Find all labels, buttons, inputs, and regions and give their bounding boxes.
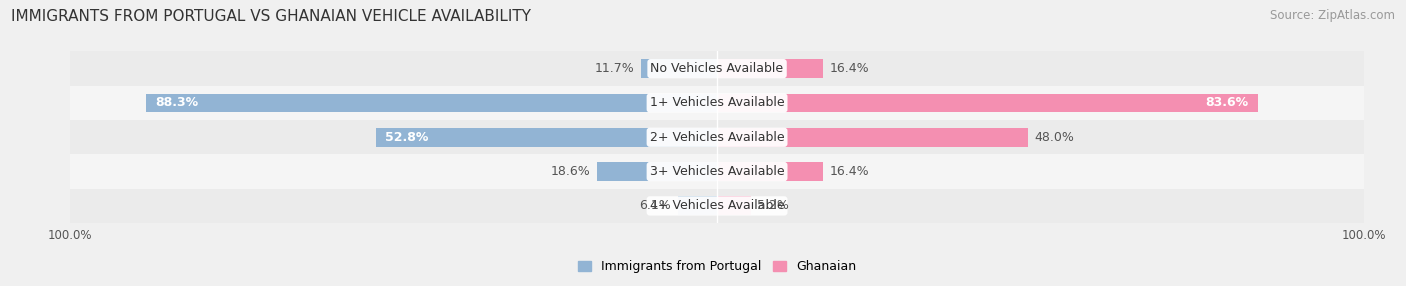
- Text: 16.4%: 16.4%: [830, 62, 869, 75]
- Bar: [70, 154, 1364, 189]
- Text: Source: ZipAtlas.com: Source: ZipAtlas.com: [1270, 9, 1395, 21]
- Text: 6.1%: 6.1%: [640, 199, 671, 212]
- Text: 4+ Vehicles Available: 4+ Vehicles Available: [650, 199, 785, 212]
- Bar: [678, 196, 717, 215]
- Bar: [641, 59, 717, 78]
- Text: 83.6%: 83.6%: [1205, 96, 1249, 110]
- Text: No Vehicles Available: No Vehicles Available: [651, 62, 783, 75]
- Text: 3+ Vehicles Available: 3+ Vehicles Available: [650, 165, 785, 178]
- Text: 48.0%: 48.0%: [1033, 131, 1074, 144]
- Bar: [70, 120, 1364, 154]
- Text: 88.3%: 88.3%: [156, 96, 198, 110]
- Bar: [596, 162, 717, 181]
- Text: 1+ Vehicles Available: 1+ Vehicles Available: [650, 96, 785, 110]
- Text: 52.8%: 52.8%: [385, 131, 429, 144]
- Bar: [717, 94, 1258, 112]
- Text: 2+ Vehicles Available: 2+ Vehicles Available: [650, 131, 785, 144]
- Bar: [70, 51, 1364, 86]
- Bar: [146, 94, 717, 112]
- Bar: [70, 86, 1364, 120]
- Text: 11.7%: 11.7%: [595, 62, 636, 75]
- Bar: [717, 128, 1028, 147]
- Text: 5.2%: 5.2%: [758, 199, 789, 212]
- Bar: [717, 196, 751, 215]
- Bar: [375, 128, 717, 147]
- Text: 16.4%: 16.4%: [830, 165, 869, 178]
- Legend: Immigrants from Portugal, Ghanaian: Immigrants from Portugal, Ghanaian: [578, 260, 856, 273]
- Bar: [717, 59, 823, 78]
- Text: IMMIGRANTS FROM PORTUGAL VS GHANAIAN VEHICLE AVAILABILITY: IMMIGRANTS FROM PORTUGAL VS GHANAIAN VEH…: [11, 9, 531, 23]
- Bar: [717, 162, 823, 181]
- Text: 18.6%: 18.6%: [551, 165, 591, 178]
- Bar: [70, 189, 1364, 223]
